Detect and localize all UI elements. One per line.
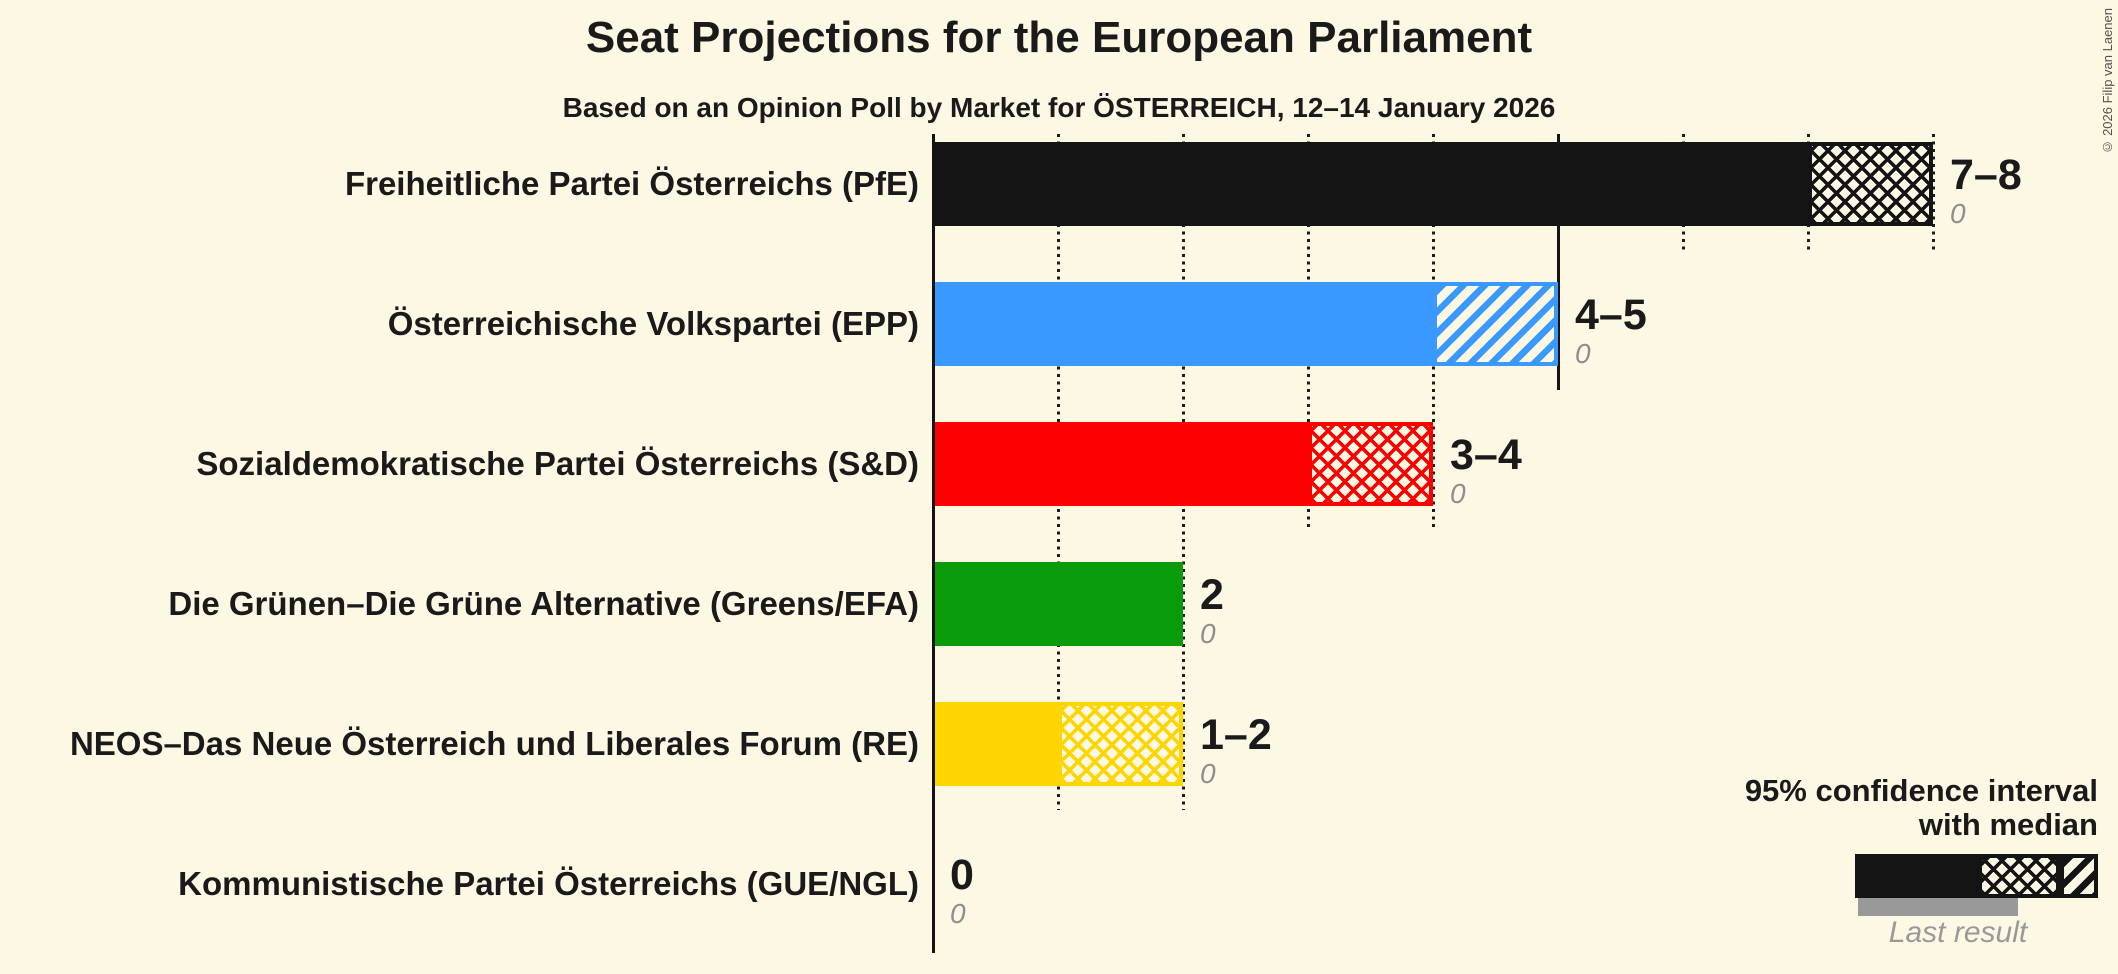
last-result-value-label: 0 <box>1200 618 1216 649</box>
gridline <box>1932 134 1935 250</box>
party-name-label: Sozialdemokratische Partei Österreichs (… <box>196 445 919 482</box>
party-bar-solid <box>933 702 1058 786</box>
chart-title: Seat Projections for the European Parlia… <box>585 13 1533 62</box>
party-name-label: Freiheitliche Partei Österreichs (PfE) <box>344 165 919 202</box>
x-axis-zero-line <box>932 134 935 953</box>
legend-title-line2: with median <box>1918 807 2098 842</box>
party-bar-crosshatch <box>1808 142 1933 226</box>
legend-title-line1: 95% confidence interval <box>1744 773 2098 808</box>
last-result-value-label: 0 <box>1450 478 1466 509</box>
legend-last-result-label: Last result <box>1888 916 2028 949</box>
legend-sample-bar <box>1855 854 2098 898</box>
party-name-label: Kommunistische Partei Österreichs (GUE/N… <box>178 865 919 902</box>
chart-subtitle: Based on an Opinion Poll by Market for Ö… <box>562 92 1556 123</box>
last-result-value-label: 0 <box>1200 758 1216 789</box>
legend-title: 95% confidence interval with median <box>1745 774 2098 842</box>
party-bar-crosshatch <box>1308 422 1433 506</box>
seat-range-label: 1–2 <box>1200 711 1272 759</box>
party-name-label: Österreichische Volkspartei (EPP) <box>387 305 919 342</box>
party-bar-solid <box>933 562 1183 646</box>
last-result-value-label: 0 <box>1950 198 1966 229</box>
party-bar-crosshatch <box>1058 702 1183 786</box>
legend-crosshatch-segment <box>1978 854 2060 898</box>
party-bar-solid <box>933 142 1808 226</box>
legend-last-result-bar <box>1858 898 2018 916</box>
party-bar-solid <box>933 282 1433 366</box>
last-result-value-label: 0 <box>950 898 966 929</box>
seat-range-label: 4–5 <box>1575 291 1647 339</box>
seat-range-label: 2 <box>1200 571 1224 619</box>
party-name-label: Die Grünen–Die Grüne Alternative (Greens… <box>168 585 919 622</box>
seat-range-label: 7–8 <box>1950 151 2022 199</box>
copyright-notice: © 2026 Filip van Laenen <box>2100 8 2115 155</box>
seat-range-label: 3–4 <box>1450 431 1522 479</box>
legend-solid-segment <box>1855 854 1978 898</box>
last-result-value-label: 0 <box>1575 338 1591 369</box>
legend-diagonal-segment <box>2060 854 2098 898</box>
seat-range-label: 0 <box>950 851 974 899</box>
party-bar-solid <box>933 422 1308 506</box>
party-bar-diagonal-hatch <box>1433 282 1558 366</box>
majority-line <box>1557 134 1560 390</box>
party-name-label: NEOS–Das Neue Österreich und Liberales F… <box>69 725 919 762</box>
